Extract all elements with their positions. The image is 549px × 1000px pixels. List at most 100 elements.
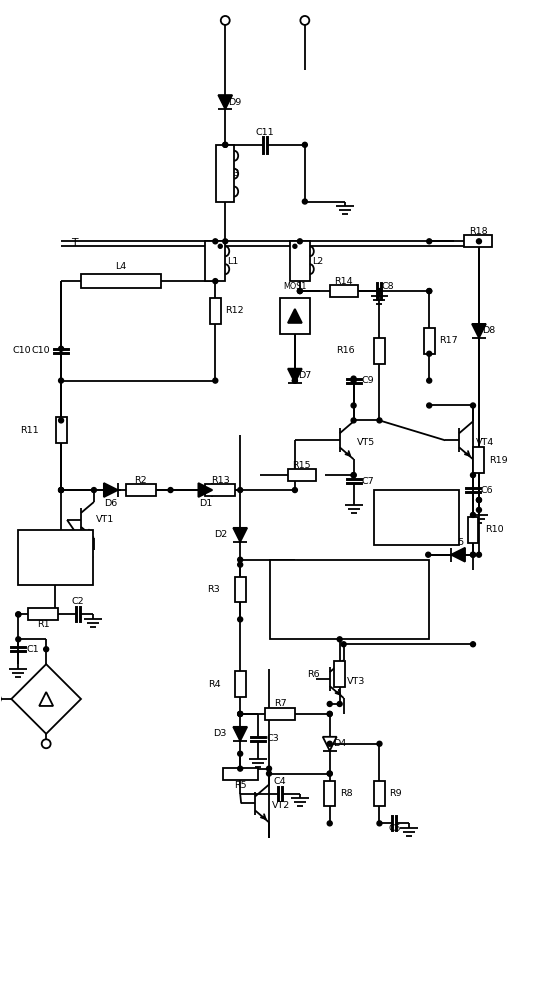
Circle shape <box>327 711 332 716</box>
Circle shape <box>327 771 332 776</box>
Text: 比较放大
电路: 比较放大 电路 <box>43 547 68 569</box>
Text: L2: L2 <box>312 257 323 266</box>
Text: R15: R15 <box>293 461 311 470</box>
Circle shape <box>377 289 382 294</box>
Bar <box>81 274 160 288</box>
Circle shape <box>213 239 218 244</box>
Text: VT2: VT2 <box>272 801 290 810</box>
Text: RC: RC <box>278 626 288 632</box>
Text: C1: C1 <box>26 645 39 654</box>
Bar <box>205 484 235 496</box>
Bar <box>223 768 257 780</box>
Circle shape <box>351 418 356 423</box>
Circle shape <box>351 403 356 408</box>
Circle shape <box>327 741 332 746</box>
Text: R12: R12 <box>225 306 244 315</box>
Bar <box>330 285 357 297</box>
Circle shape <box>477 498 481 502</box>
Text: C8: C8 <box>381 282 394 291</box>
Text: D4: D4 <box>333 739 346 748</box>
Bar <box>473 447 484 473</box>
Text: C6: C6 <box>481 486 494 495</box>
Text: COMP: COMP <box>278 585 300 591</box>
Circle shape <box>427 403 432 408</box>
Bar <box>324 781 335 806</box>
Text: T: T <box>71 238 77 248</box>
Circle shape <box>427 289 432 294</box>
Circle shape <box>223 142 228 147</box>
Text: C7: C7 <box>362 477 374 486</box>
Circle shape <box>427 378 432 383</box>
Text: U2: U2 <box>333 595 346 604</box>
Circle shape <box>168 488 173 493</box>
Circle shape <box>223 239 228 244</box>
Circle shape <box>470 552 475 557</box>
Polygon shape <box>104 483 118 497</box>
Bar <box>205 241 225 281</box>
Text: R10: R10 <box>485 525 503 534</box>
Bar <box>468 517 479 543</box>
Polygon shape <box>288 309 302 323</box>
Text: D1: D1 <box>199 499 212 508</box>
Text: VT4: VT4 <box>476 438 494 447</box>
Circle shape <box>470 512 475 517</box>
Polygon shape <box>39 692 53 706</box>
Circle shape <box>341 642 346 647</box>
Text: C3: C3 <box>266 734 279 743</box>
Text: VT1: VT1 <box>96 515 114 524</box>
Text: R9: R9 <box>389 789 402 798</box>
Bar <box>235 577 245 602</box>
Text: R8: R8 <box>340 789 352 798</box>
Text: D5: D5 <box>451 538 464 547</box>
Circle shape <box>16 612 21 617</box>
Circle shape <box>377 741 382 746</box>
Bar <box>290 241 310 281</box>
Circle shape <box>477 507 481 512</box>
Text: VFB: VFB <box>278 602 292 608</box>
Text: D3: D3 <box>214 729 227 738</box>
Polygon shape <box>451 548 465 562</box>
Bar <box>334 661 345 687</box>
Circle shape <box>293 378 298 383</box>
Circle shape <box>219 244 222 248</box>
Text: 电流检
测电路: 电流检 测电路 <box>408 508 425 528</box>
Polygon shape <box>288 369 302 383</box>
Circle shape <box>238 617 243 622</box>
Bar <box>210 298 221 324</box>
Bar <box>18 530 93 585</box>
Text: VCC: VCC <box>330 567 345 573</box>
Bar <box>235 671 245 697</box>
Text: MOS1: MOS1 <box>283 282 306 291</box>
Circle shape <box>59 378 64 383</box>
Circle shape <box>59 488 64 493</box>
Bar <box>270 560 429 639</box>
Circle shape <box>213 279 218 284</box>
Text: R6: R6 <box>307 670 320 679</box>
Circle shape <box>470 552 475 557</box>
Circle shape <box>238 557 243 562</box>
Text: D8: D8 <box>482 326 496 335</box>
Text: C2: C2 <box>72 597 85 606</box>
Circle shape <box>477 498 481 502</box>
Text: R4: R4 <box>208 680 220 689</box>
Polygon shape <box>323 737 337 751</box>
Circle shape <box>302 199 307 204</box>
Circle shape <box>59 488 64 493</box>
Circle shape <box>223 142 228 147</box>
Circle shape <box>267 771 272 776</box>
Circle shape <box>293 244 297 248</box>
Text: D7: D7 <box>298 371 311 380</box>
Polygon shape <box>233 528 247 542</box>
Circle shape <box>351 378 356 383</box>
Text: OUT: OUT <box>379 567 395 573</box>
Polygon shape <box>233 727 247 741</box>
Text: R3: R3 <box>208 585 220 594</box>
Circle shape <box>298 289 302 294</box>
Bar <box>126 484 155 496</box>
Circle shape <box>327 821 332 826</box>
Text: C11: C11 <box>256 128 274 137</box>
Circle shape <box>44 647 49 652</box>
Text: R7: R7 <box>273 699 286 708</box>
Text: L3: L3 <box>228 169 239 178</box>
Circle shape <box>92 488 97 493</box>
